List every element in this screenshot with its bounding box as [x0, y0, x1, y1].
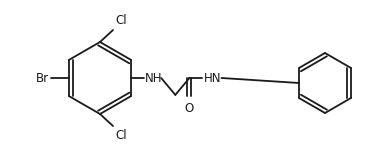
Text: Cl: Cl	[115, 14, 127, 27]
Text: Cl: Cl	[115, 129, 127, 142]
Text: NH: NH	[145, 71, 163, 84]
Text: Br: Br	[36, 71, 49, 84]
Text: O: O	[185, 102, 194, 115]
Text: HN: HN	[203, 71, 221, 84]
